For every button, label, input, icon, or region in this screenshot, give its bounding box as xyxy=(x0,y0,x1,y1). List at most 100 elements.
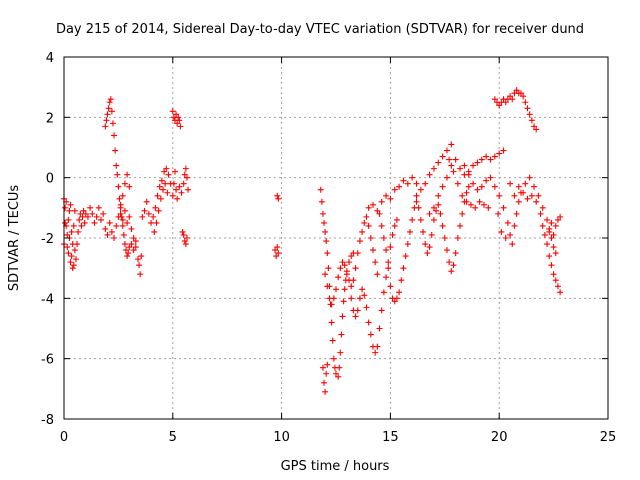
data-point xyxy=(474,186,481,193)
data-point xyxy=(97,216,104,223)
data-point xyxy=(400,177,407,184)
data-point xyxy=(160,186,167,193)
data-point xyxy=(148,219,155,226)
data-point xyxy=(424,250,431,257)
data-point xyxy=(417,186,424,193)
data-point xyxy=(498,228,505,235)
data-point xyxy=(422,241,429,248)
data-point xyxy=(552,277,559,284)
data-point xyxy=(333,286,339,293)
data-point xyxy=(441,235,448,241)
data-point xyxy=(134,256,141,263)
data-point xyxy=(420,228,427,235)
data-point xyxy=(476,198,483,205)
data-point xyxy=(111,132,118,139)
data-point xyxy=(183,235,190,241)
data-point xyxy=(352,265,359,272)
data-point xyxy=(504,219,511,226)
data-point xyxy=(363,213,370,220)
data-point xyxy=(66,207,73,214)
data-point xyxy=(119,192,126,199)
data-point xyxy=(448,141,455,148)
data-point xyxy=(95,204,102,211)
data-point xyxy=(154,192,161,199)
data-point xyxy=(104,231,111,238)
data-point xyxy=(164,189,171,196)
data-point xyxy=(450,168,457,175)
data-point xyxy=(356,295,363,302)
data-point xyxy=(406,228,413,235)
data-point xyxy=(72,256,79,263)
data-point xyxy=(339,313,346,320)
data-point xyxy=(126,244,133,251)
data-point xyxy=(185,186,192,193)
data-point xyxy=(130,247,137,254)
data-point xyxy=(70,262,77,269)
data-point xyxy=(128,241,135,248)
data-point xyxy=(324,250,331,257)
data-point xyxy=(81,219,88,226)
data-point xyxy=(113,222,120,229)
data-point xyxy=(472,204,479,211)
data-point xyxy=(330,355,337,362)
data-point xyxy=(507,93,514,100)
axis-ticks xyxy=(63,56,609,420)
data-point xyxy=(120,231,127,238)
data-point xyxy=(557,289,564,296)
data-point xyxy=(67,259,74,266)
data-point xyxy=(550,231,557,238)
data-point xyxy=(106,219,113,226)
data-point xyxy=(550,244,557,251)
data-point xyxy=(470,180,477,187)
data-point xyxy=(552,222,559,229)
data-point xyxy=(64,244,71,251)
data-point xyxy=(535,192,542,199)
data-point xyxy=(333,370,339,377)
data-point xyxy=(174,120,181,127)
data-point xyxy=(522,99,529,106)
data-point xyxy=(507,180,514,187)
data-point xyxy=(169,192,176,199)
data-point xyxy=(478,183,485,190)
data-point xyxy=(539,204,546,211)
data-point xyxy=(319,210,326,217)
data-point xyxy=(323,238,330,245)
data-point xyxy=(443,247,450,254)
data-point xyxy=(163,165,170,172)
data-point xyxy=(132,238,139,245)
data-point xyxy=(337,265,344,272)
data-point xyxy=(387,195,394,202)
data-point xyxy=(359,228,366,235)
data-point xyxy=(448,268,455,275)
data-point xyxy=(152,204,159,211)
data-point xyxy=(404,180,411,187)
data-point xyxy=(531,183,538,190)
data-point xyxy=(509,96,516,103)
data-point xyxy=(439,183,446,190)
data-point xyxy=(402,253,409,260)
grid-lines xyxy=(64,57,608,419)
data-point xyxy=(341,286,348,293)
data-point xyxy=(322,271,329,278)
data-point xyxy=(126,183,133,190)
data-point xyxy=(104,111,111,118)
data-point xyxy=(162,180,169,187)
data-point xyxy=(363,304,370,311)
data-point xyxy=(398,277,405,284)
data-point xyxy=(372,259,379,266)
x-tick-label: 25 xyxy=(600,430,617,445)
data-point xyxy=(554,283,561,290)
data-point xyxy=(544,241,551,248)
data-point xyxy=(128,225,135,232)
data-point xyxy=(325,265,332,272)
data-point xyxy=(426,210,433,217)
data-point xyxy=(422,180,429,187)
data-point xyxy=(385,265,392,272)
data-point xyxy=(273,253,280,260)
data-point xyxy=(528,117,535,124)
data-point xyxy=(336,364,343,371)
data-point xyxy=(511,192,518,199)
data-point xyxy=(515,183,522,190)
data-point xyxy=(275,250,282,257)
data-point xyxy=(68,253,75,260)
